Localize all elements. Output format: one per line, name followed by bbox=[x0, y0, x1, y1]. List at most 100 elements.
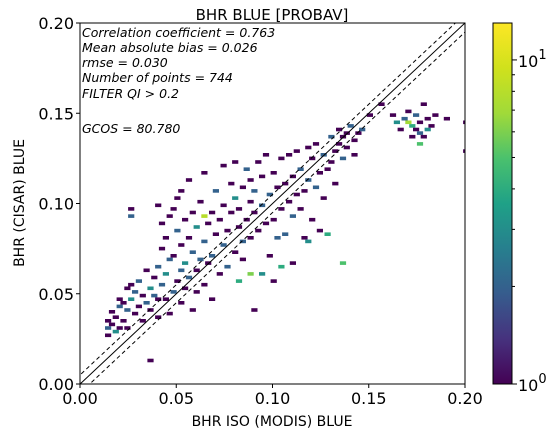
heatmap-cell bbox=[270, 279, 277, 283]
heatmap-cell bbox=[262, 221, 270, 226]
heatmap-cell bbox=[328, 160, 335, 164]
x-tick-label: 0.15 bbox=[351, 389, 387, 408]
heatmap-cell bbox=[120, 319, 127, 323]
heatmap-cell bbox=[201, 171, 208, 175]
x-tick-label: 0.05 bbox=[158, 389, 194, 408]
heatmap-cell bbox=[405, 120, 412, 125]
heatmap-cell bbox=[228, 181, 235, 186]
heatmap-cell bbox=[135, 279, 142, 283]
heatmap-cell bbox=[420, 134, 427, 139]
heatmap-cell bbox=[305, 145, 312, 150]
heatmap-cell bbox=[205, 221, 212, 226]
heatmap-cell bbox=[259, 174, 266, 179]
heatmap-cell bbox=[324, 167, 331, 171]
heatmap-cell bbox=[155, 297, 162, 301]
colorbar-tick-label: 101 bbox=[518, 48, 547, 71]
heatmap-cell bbox=[247, 199, 254, 204]
heatmap-cell bbox=[301, 236, 308, 240]
heatmap-cell bbox=[289, 261, 296, 265]
heatmap-cell bbox=[224, 264, 231, 269]
heatmap-cell bbox=[155, 203, 162, 208]
heatmap-cell bbox=[182, 286, 189, 291]
heatmap-cell bbox=[255, 160, 262, 164]
stat-annotation: FILTER QI > 0.2 bbox=[82, 86, 179, 101]
heatmap-cell bbox=[424, 116, 431, 121]
heatmap-cell bbox=[316, 171, 323, 175]
heatmap-cell bbox=[293, 149, 300, 153]
heatmap-cell bbox=[185, 178, 193, 182]
stat-annotation: GCOS = 80.780 bbox=[82, 121, 180, 136]
heatmap-cell bbox=[251, 308, 258, 312]
heatmap-cell bbox=[289, 174, 296, 179]
heatmap-cell bbox=[320, 196, 327, 200]
heatmap-cell bbox=[166, 257, 173, 262]
heatmap-cell bbox=[259, 272, 266, 276]
x-axis: 0.00 0.05 0.10 0.15 0.20 bbox=[62, 384, 483, 408]
heatmap-cell bbox=[182, 261, 189, 265]
heatmap-cell bbox=[155, 264, 162, 269]
heatmap-cell bbox=[201, 214, 208, 218]
heatmap-cell bbox=[409, 124, 416, 128]
heatmap-cell bbox=[135, 304, 142, 309]
heatmap-cell bbox=[432, 113, 439, 117]
heatmap-cell bbox=[124, 286, 131, 291]
heatmap-cell bbox=[197, 199, 204, 204]
heatmap-cell bbox=[220, 203, 227, 208]
heatmap-cell bbox=[266, 192, 273, 197]
heatmap-cell bbox=[143, 301, 150, 305]
heatmap-cell bbox=[243, 167, 250, 171]
heatmap-cell bbox=[259, 203, 266, 208]
colorbar bbox=[492, 22, 513, 385]
heatmap-cell bbox=[409, 134, 416, 139]
heatmap-cell bbox=[128, 282, 135, 287]
heatmap-cell bbox=[339, 134, 347, 139]
heatmap-cell bbox=[228, 210, 235, 215]
stat-annotation: rmse = 0.030 bbox=[82, 55, 168, 70]
heatmap-cell bbox=[239, 257, 246, 262]
heatmap-cell bbox=[205, 261, 212, 265]
heatmap-cell bbox=[366, 113, 373, 117]
heatmap-cell bbox=[309, 217, 316, 222]
heatmap-cell bbox=[166, 311, 173, 316]
heatmap-cell bbox=[355, 131, 362, 135]
heatmap-cell bbox=[128, 207, 135, 211]
heatmap-cell bbox=[235, 207, 243, 211]
heatmap-cell bbox=[116, 326, 123, 330]
heatmap-cell bbox=[463, 120, 465, 125]
heatmap-cell bbox=[270, 171, 277, 175]
heatmap-cell bbox=[132, 311, 139, 316]
heatmap-cell bbox=[232, 250, 239, 254]
heatmap-cell bbox=[209, 210, 216, 215]
heatmap-cell bbox=[301, 189, 308, 193]
y-tick-label: 0.00 bbox=[38, 375, 74, 394]
heatmap-cell bbox=[286, 199, 293, 204]
heatmap-cell bbox=[339, 261, 347, 265]
heatmap-cell bbox=[332, 149, 339, 153]
heatmap-cell bbox=[297, 167, 304, 171]
heatmap-cell bbox=[305, 178, 312, 182]
heatmap-cell bbox=[108, 310, 116, 314]
heatmap-cell bbox=[413, 127, 420, 132]
heatmap-cell bbox=[266, 254, 273, 258]
heatmap-cell bbox=[347, 124, 354, 128]
heatmap-cell bbox=[116, 297, 123, 301]
heatmap-cell bbox=[147, 286, 154, 291]
heatmap-cell bbox=[332, 181, 339, 186]
heatmap-cell bbox=[343, 145, 350, 150]
heatmap-cell bbox=[197, 257, 204, 262]
heatmap-cell bbox=[255, 228, 262, 233]
heatmap-cell bbox=[216, 217, 223, 222]
heatmap-cell bbox=[420, 102, 427, 106]
heatmap-cell bbox=[343, 131, 350, 135]
heatmap-cell bbox=[235, 279, 243, 283]
heatmap-cell bbox=[278, 156, 285, 161]
heatmap-cell bbox=[401, 116, 408, 121]
y-tick-label: 0.10 bbox=[38, 195, 74, 214]
heatmap-cell bbox=[185, 275, 193, 280]
heatmap-cell bbox=[216, 272, 223, 276]
heatmap-cell bbox=[232, 160, 239, 164]
stat-annotation: Mean absolute bias = 0.026 bbox=[82, 40, 258, 55]
heatmap-cell bbox=[193, 290, 200, 294]
heatmap-cell bbox=[158, 246, 166, 251]
